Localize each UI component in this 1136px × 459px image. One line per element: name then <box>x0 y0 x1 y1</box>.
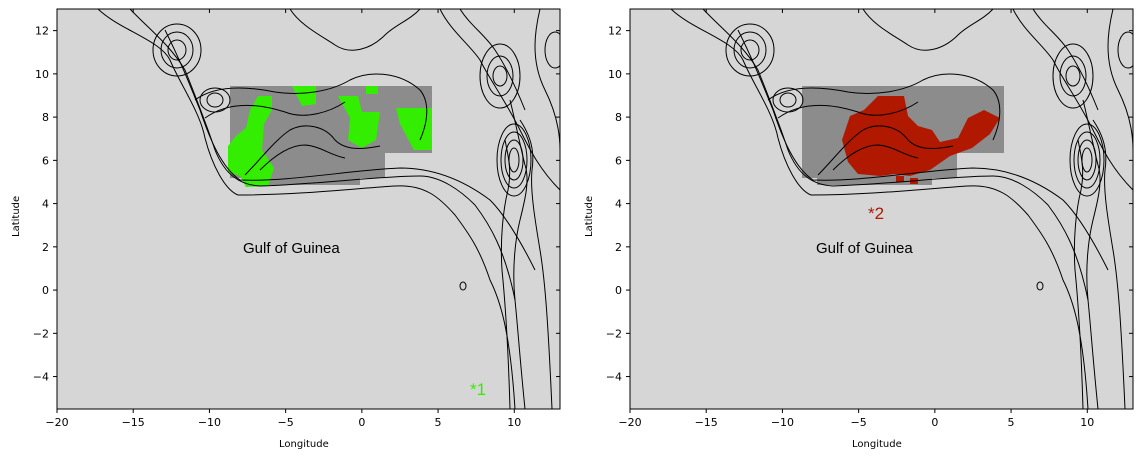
map-right-marker-label: *2 <box>868 204 884 223</box>
x-tick-label: 10 <box>507 416 521 429</box>
y-tick-label: 0 <box>42 284 49 297</box>
map-right-place-label: Gulf of Guinea <box>816 240 913 257</box>
x-tick-label: −20 <box>45 416 68 429</box>
x-tick-label: −5 <box>851 416 867 429</box>
map-right-plot <box>670 9 1133 409</box>
x-tick-label: −10 <box>771 416 794 429</box>
map-left-place-label: Gulf of Guinea <box>243 240 340 257</box>
x-tick-label: −10 <box>198 416 221 429</box>
map-right-background <box>630 9 1133 409</box>
map-right: −20 −15 −10 −5 0 5 10 12 10 8 6 4 2 0 −2 −4 Gulf of Gui… <box>584 8 1134 450</box>
map-left-marker-label: *1 <box>470 380 486 399</box>
x-tick-label: 10 <box>1080 416 1094 429</box>
y-tick-label: 10 <box>35 68 49 81</box>
map-left-ticks: −20 −15 −10 −5 0 5 10 12 10 8 6 4 2 0 −2 −4 <box>33 9 560 429</box>
x-tick-label: 5 <box>1008 416 1015 429</box>
y-tick-label: 2 <box>615 241 622 254</box>
map-left-plot <box>97 9 560 409</box>
y-tick-label: −4 <box>33 371 49 384</box>
x-tick-label: 5 <box>435 416 442 429</box>
y-tick-label: 0 <box>615 284 622 297</box>
y-tick-label: 4 <box>42 198 49 211</box>
y-tick-label: 8 <box>615 111 622 124</box>
map-left-contour-rings <box>152 23 560 291</box>
x-tick-label: 0 <box>931 416 938 429</box>
y-tick-label: 4 <box>615 198 622 211</box>
x-tick-label: −15 <box>695 416 718 429</box>
map-right-contours <box>670 9 1133 409</box>
y-tick-label: −2 <box>606 327 622 340</box>
map-right-ticks: −20 −15 −10 −5 0 5 10 12 10 8 6 4 2 0 −2 −4 <box>606 9 1133 429</box>
map-left: −20 −15 −10 −5 0 5 10 12 10 8 6 4 2 0 −2 −4 Gulf of Gui… <box>11 8 561 450</box>
y-tick-label: 10 <box>608 68 622 81</box>
y-tick-label: −4 <box>606 371 622 384</box>
y-tick-label: 6 <box>42 154 49 167</box>
y-tick-label: −2 <box>33 327 49 340</box>
map-left-background <box>57 9 560 409</box>
map-left-green-highlight <box>228 86 432 187</box>
map-left-y-axis-label: Latitude <box>11 196 22 237</box>
y-tick-label: 2 <box>42 241 49 254</box>
x-tick-label: −5 <box>278 416 294 429</box>
map-left-x-axis-label: Longitude <box>279 439 329 450</box>
map-left-frame <box>56 8 561 410</box>
x-tick-label: 0 <box>358 416 365 429</box>
y-tick-label: 12 <box>608 25 622 38</box>
map-right-contour-rings <box>725 23 1133 291</box>
y-tick-label: 8 <box>42 111 49 124</box>
x-tick-label: −15 <box>122 416 145 429</box>
map-right-frame <box>629 8 1134 410</box>
y-tick-label: 12 <box>35 25 49 38</box>
y-tick-label: 6 <box>615 154 622 167</box>
map-right-x-axis-label: Longitude <box>852 439 902 450</box>
map-right-y-axis-label: Latitude <box>584 196 595 237</box>
x-tick-label: −20 <box>618 416 641 429</box>
